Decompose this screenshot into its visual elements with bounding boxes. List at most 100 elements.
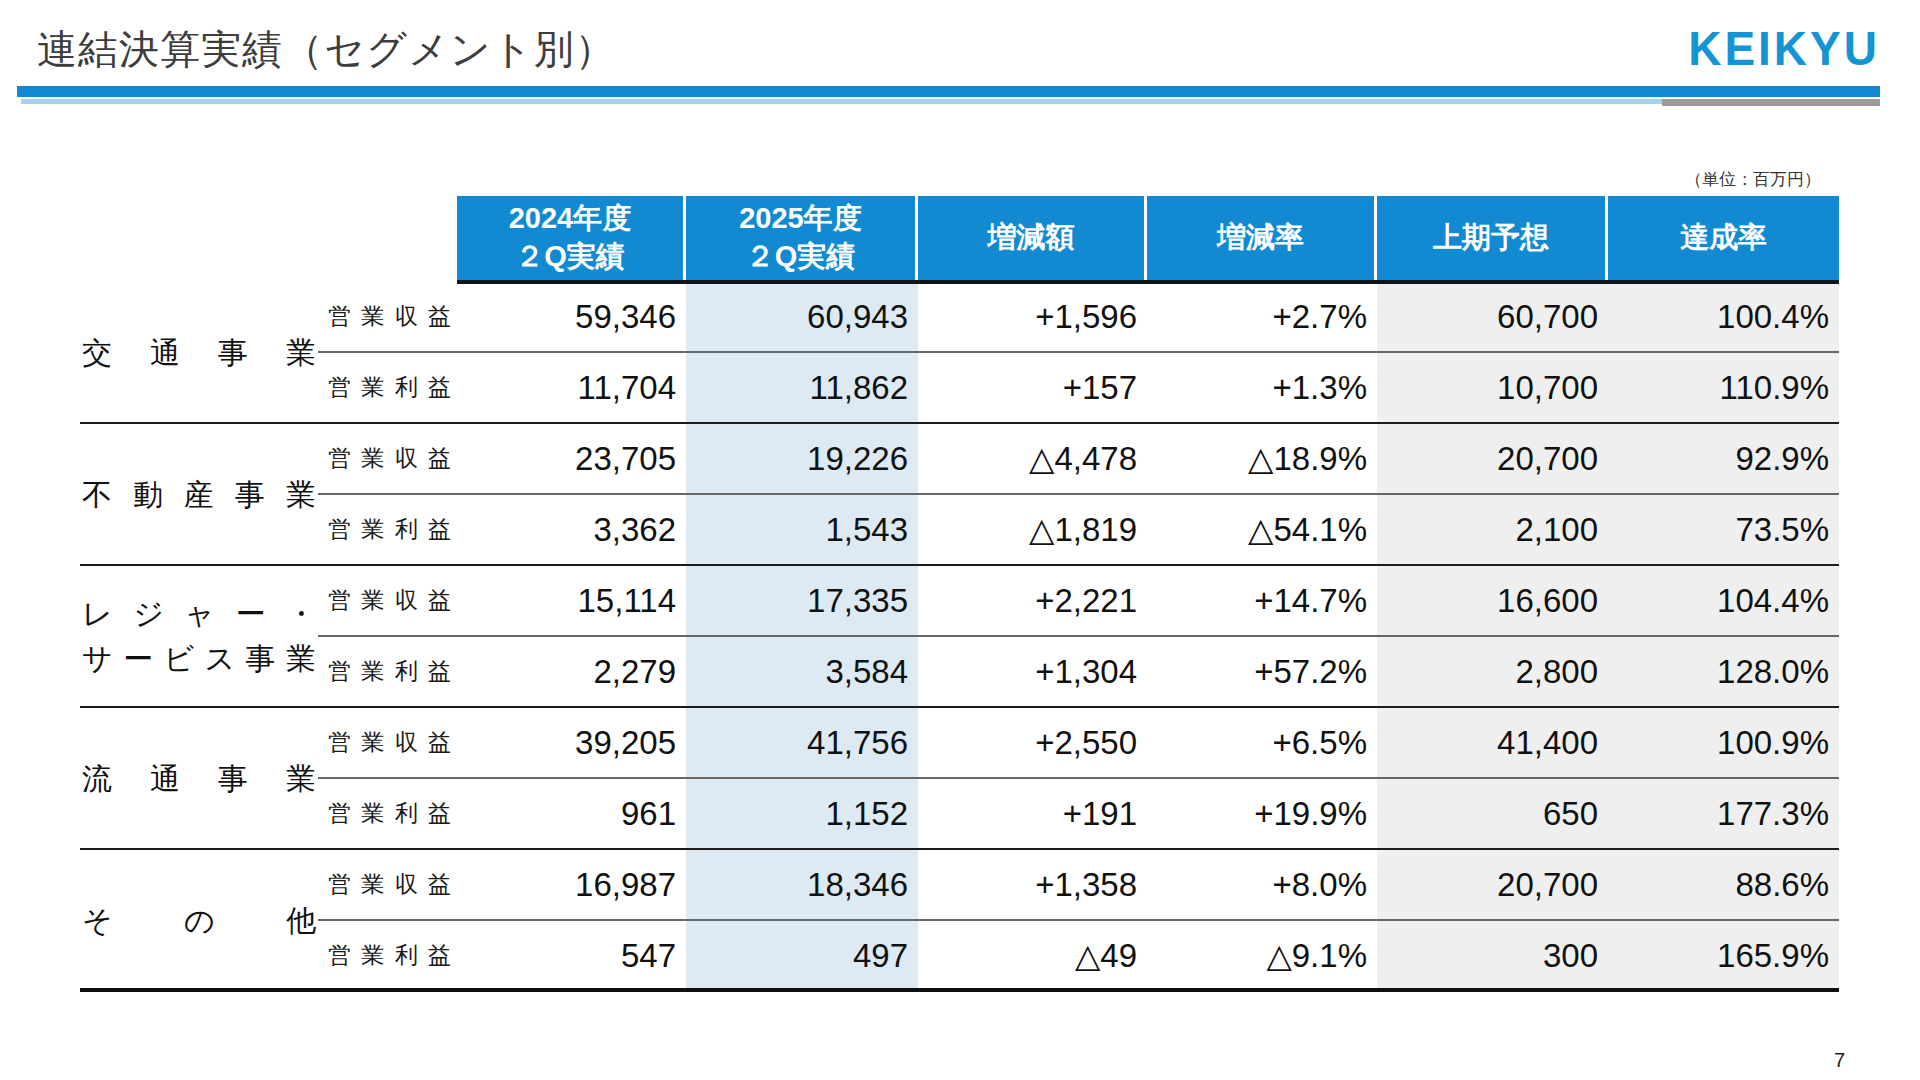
table-row: 営業利益 961 1,152 +191 +19.9% 650 177.3% (318, 778, 1839, 849)
cell-forecast: 16,600 (1377, 582, 1608, 620)
column-header-achievement: 達成率 (1608, 196, 1839, 280)
cell-forecast: 10,700 (1377, 369, 1608, 407)
page-number: 7 (1834, 1049, 1845, 1072)
segment-label-real-estate: 不動産事業 (80, 423, 318, 565)
cell-forecast: 650 (1377, 795, 1608, 833)
cell-fy2024: 11,704 (457, 369, 686, 407)
segment-label-distribution: 流通事業 (80, 707, 318, 849)
cell-change-amount: +157 (918, 369, 1147, 407)
cell-fy2025: 17,335 (686, 582, 918, 620)
cell-achievement: 92.9% (1608, 440, 1839, 478)
logo-underline (1662, 99, 1880, 106)
cell-change-rate: +14.7% (1147, 582, 1377, 620)
slide: 連結決算実績（セグメント別） KEIKYU （単位：百万円） 2024年度 ２Q… (0, 0, 1920, 1080)
cell-fy2024: 15,114 (457, 582, 686, 620)
column-header-forecast: 上期予想 (1377, 196, 1608, 280)
cell-change-amount: +1,358 (918, 866, 1147, 904)
table-row: 営業収益 16,987 18,346 +1,358 +8.0% 20,700 8… (318, 849, 1839, 920)
cell-forecast: 60,700 (1377, 298, 1608, 336)
cell-change-amount: △1,819 (918, 510, 1147, 549)
cell-change-amount: △49 (918, 936, 1147, 975)
cell-fy2025: 19,226 (686, 440, 918, 478)
cell-achievement: 104.4% (1608, 582, 1839, 620)
cell-fy2025: 11,862 (686, 369, 918, 407)
metric-label: 営業利益 (318, 940, 457, 971)
segment-label-transportation: 交通事業 (80, 281, 318, 423)
title-rule-blue (17, 86, 1880, 97)
cell-change-amount: +191 (918, 795, 1147, 833)
cell-change-amount: △4,478 (918, 439, 1147, 478)
cell-fy2025: 1,152 (686, 795, 918, 833)
cell-fy2024: 2,279 (457, 653, 686, 691)
table-row: 営業利益 11,704 11,862 +157 +1.3% 10,700 110… (318, 352, 1839, 423)
cell-achievement: 100.4% (1608, 298, 1839, 336)
cell-change-amount: +2,550 (918, 724, 1147, 762)
table-row: 営業利益 547 497 △49 △9.1% 300 165.9% (318, 920, 1839, 991)
unit-note: （単位：百万円） (1685, 168, 1821, 191)
cell-fy2025: 18,346 (686, 866, 918, 904)
cell-fy2025: 497 (686, 937, 918, 975)
table-header-row: 2024年度 ２Q実績 2025年度 ２Q実績 増減額 増減率 上期予想 達成率 (457, 196, 1839, 280)
cell-change-rate: +19.9% (1147, 795, 1377, 833)
cell-change-rate: +8.0% (1147, 866, 1377, 904)
cell-fy2025: 41,756 (686, 724, 918, 762)
metric-label: 営業利益 (318, 372, 457, 403)
cell-change-rate: +2.7% (1147, 298, 1377, 336)
metric-label: 営業利益 (318, 514, 457, 545)
cell-fy2024: 3,362 (457, 511, 686, 549)
table-row: 営業収益 39,205 41,756 +2,550 +6.5% 41,400 1… (318, 707, 1839, 778)
cell-achievement: 100.9% (1608, 724, 1839, 762)
cell-forecast: 20,700 (1377, 440, 1608, 478)
column-header-change-amount: 増減額 (918, 196, 1147, 280)
cell-change-rate: △9.1% (1147, 936, 1377, 975)
metric-label: 営業利益 (318, 798, 457, 829)
table-row: 営業収益 59,346 60,943 +1,596 +2.7% 60,700 1… (318, 281, 1839, 352)
cell-fy2024: 23,705 (457, 440, 686, 478)
cell-fy2024: 547 (457, 937, 686, 975)
cell-change-amount: +1,304 (918, 653, 1147, 691)
cell-fy2025: 60,943 (686, 298, 918, 336)
table-row: 営業収益 23,705 19,226 △4,478 △18.9% 20,700 … (318, 423, 1839, 494)
table-row: 営業収益 15,114 17,335 +2,221 +14.7% 16,600 … (318, 565, 1839, 636)
table-bottom-line (80, 988, 1839, 992)
cell-change-amount: +2,221 (918, 582, 1147, 620)
cell-achievement: 177.3% (1608, 795, 1839, 833)
cell-achievement: 73.5% (1608, 511, 1839, 549)
cell-achievement: 128.0% (1608, 653, 1839, 691)
table-row: 営業利益 3,362 1,543 △1,819 △54.1% 2,100 73.… (318, 494, 1839, 565)
cell-forecast: 300 (1377, 937, 1608, 975)
column-header-fy2025: 2025年度 ２Q実績 (686, 196, 918, 280)
column-header-change-rate: 増減率 (1147, 196, 1377, 280)
cell-forecast: 20,700 (1377, 866, 1608, 904)
table-row: 営業利益 2,279 3,584 +1,304 +57.2% 2,800 128… (318, 636, 1839, 707)
metric-label: 営業収益 (318, 869, 457, 900)
cell-achievement: 165.9% (1608, 937, 1839, 975)
metric-label: 営業収益 (318, 301, 457, 332)
column-header-fy2024: 2024年度 ２Q実績 (457, 196, 686, 280)
metric-label: 営業収益 (318, 585, 457, 616)
cell-change-rate: △54.1% (1147, 510, 1377, 549)
segment-results-table: 2024年度 ２Q実績 2025年度 ２Q実績 増減額 増減率 上期予想 達成率… (80, 196, 1839, 992)
cell-fy2024: 39,205 (457, 724, 686, 762)
cell-forecast: 2,800 (1377, 653, 1608, 691)
cell-change-rate: △18.9% (1147, 439, 1377, 478)
metric-label: 営業利益 (318, 656, 457, 687)
cell-change-rate: +1.3% (1147, 369, 1377, 407)
cell-fy2025: 3,584 (686, 653, 918, 691)
page-title: 連結決算実績（セグメント別） (37, 22, 616, 77)
cell-fy2024: 59,346 (457, 298, 686, 336)
cell-achievement: 88.6% (1608, 866, 1839, 904)
metric-label: 営業収益 (318, 727, 457, 758)
cell-fy2024: 961 (457, 795, 686, 833)
keikyu-logo: KEIKYU (1688, 20, 1880, 77)
title-rule-light-blue (21, 99, 1880, 104)
cell-forecast: 41,400 (1377, 724, 1608, 762)
cell-fy2025: 1,543 (686, 511, 918, 549)
segment-label-leisure-services: レジャー・ サービス事業 (80, 565, 318, 707)
segment-label-other: その他 (80, 849, 318, 991)
cell-change-rate: +57.2% (1147, 653, 1377, 691)
metric-label: 営業収益 (318, 443, 457, 474)
cell-forecast: 2,100 (1377, 511, 1608, 549)
cell-change-rate: +6.5% (1147, 724, 1377, 762)
cell-achievement: 110.9% (1608, 369, 1839, 407)
